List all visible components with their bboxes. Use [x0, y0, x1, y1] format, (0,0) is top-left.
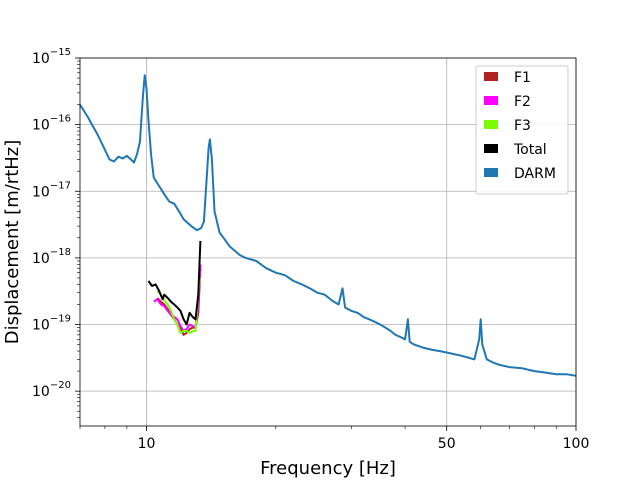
x-tick-label: 100 — [563, 436, 590, 452]
series-line-total — [147, 240, 202, 326]
legend-label-f1: F1 — [514, 70, 531, 86]
plot-frame — [79, 57, 577, 427]
series-line-f2 — [153, 264, 202, 332]
legend-swatch-f2 — [484, 96, 498, 105]
series-layer — [79, 74, 577, 377]
legend: F1 F2 F3 Total DARM — [475, 65, 569, 195]
x-tick-label: 10 — [138, 436, 156, 452]
legend-swatch-f3 — [484, 120, 498, 129]
series-line-darm — [79, 74, 577, 377]
legend-swatch-f1 — [484, 72, 498, 81]
legend-box — [475, 65, 569, 195]
legend-label-total: Total — [513, 142, 547, 158]
series-line-f3 — [156, 277, 201, 334]
x-tick-label: 50 — [438, 436, 456, 452]
y-axis-label: Displacement [m/rtHz] — [2, 140, 23, 345]
legend-label-f3: F3 — [514, 118, 531, 134]
legend-label-darm: DARM — [514, 166, 556, 182]
legend-swatch-total — [484, 144, 498, 153]
legend-label-f2: F2 — [514, 94, 531, 110]
legend-swatch-darm — [484, 168, 498, 177]
x-axis-label: Frequency [Hz] — [260, 458, 396, 479]
